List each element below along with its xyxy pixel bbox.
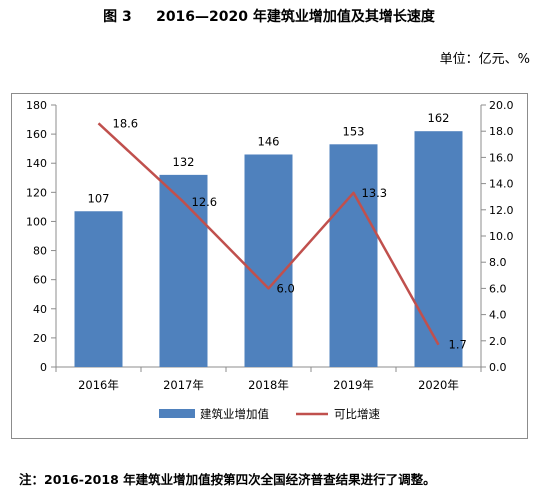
left-tick-label: 100 [26,215,47,228]
left-tick-label: 180 [26,99,47,112]
right-tick-label: 2.0 [489,335,507,348]
line-value-label: 6.0 [277,281,295,295]
right-tick-label: 20.0 [489,99,514,112]
bar [159,174,208,367]
left-tick-label: 120 [26,186,47,199]
bar [414,131,463,367]
left-tick-label: 160 [26,128,47,141]
right-tick-label: 6.0 [489,282,507,295]
right-tick-label: 4.0 [489,309,507,322]
bar-value-label: 162 [428,111,450,125]
right-tick-label: 16.0 [489,151,514,164]
line-value-label: 12.6 [192,195,218,209]
right-tick-label: 18.0 [489,125,514,138]
left-tick-label: 0 [40,361,47,374]
left-tick-label: 20 [33,332,47,345]
legend-label-bar: 建筑业增加值 [200,407,269,421]
chart-title: 图 3 2016—2020 年建筑业增加值及其增长速度 [103,9,435,25]
left-tick-label: 140 [26,157,47,170]
line-value-label: 13.3 [362,186,388,200]
right-tick-label: 12.0 [489,204,514,217]
bar [74,211,123,367]
left-tick-label: 40 [33,303,47,316]
bar [329,144,378,367]
category-label: 2018年 [248,378,289,392]
right-tick-label: 0.0 [489,361,507,374]
category-label: 2017年 [163,378,204,392]
bar-value-label: 146 [258,134,280,148]
unit-label: 单位：亿元、% [439,52,530,67]
legend-swatch-bar [159,409,195,418]
category-label: 2020年 [418,378,459,392]
right-tick-label: 14.0 [489,178,514,191]
left-tick-label: 60 [33,274,47,287]
left-tick-label: 80 [33,245,47,258]
category-label: 2016年 [78,378,119,392]
bar-value-label: 153 [343,124,365,138]
chart-frame [11,93,528,439]
right-tick-label: 10.0 [489,230,514,243]
bar-value-label: 107 [88,191,110,205]
line-value-label: 1.7 [449,338,467,352]
bar [244,154,293,367]
category-label: 2019年 [333,378,374,392]
bar-value-label: 132 [173,155,195,169]
growth-line [97,122,440,346]
line-value-label: 18.6 [113,116,139,130]
right-tick-label: 8.0 [489,256,507,269]
footnote: 注：2016-2018 年建筑业增加值按第四次全国经济普查结果进行了调整。 [19,472,436,487]
legend-label-line: 可比增速 [334,407,380,421]
